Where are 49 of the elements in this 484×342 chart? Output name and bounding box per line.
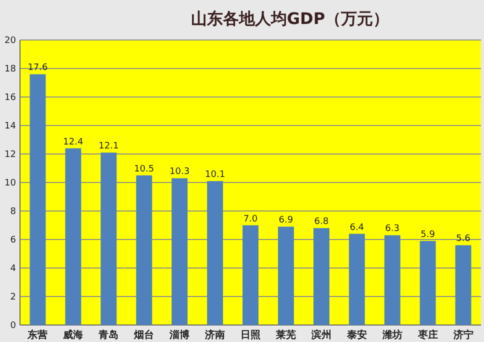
bar <box>100 152 117 325</box>
data-label: 6.8 <box>314 217 329 228</box>
y-tick-label: 12 <box>4 150 16 160</box>
data-label: 12.1 <box>98 142 119 152</box>
bar <box>278 226 294 325</box>
bar <box>455 245 472 325</box>
data-label: 6.4 <box>350 222 364 233</box>
bar <box>313 228 330 325</box>
x-tick-label: 日照 <box>240 329 260 341</box>
bar <box>30 74 46 325</box>
bar <box>136 175 152 325</box>
bar <box>384 235 400 325</box>
y-tick-label: 6 <box>10 236 16 246</box>
x-tick-label: 烟台 <box>133 329 154 341</box>
x-tick-label: 济宁 <box>452 329 474 341</box>
x-tick-label: 莱芜 <box>274 329 296 341</box>
x-tick-label: 泰安 <box>346 329 367 341</box>
data-label: 6.9 <box>278 216 294 226</box>
data-label: 6.3 <box>385 224 400 234</box>
x-tick-label: 滨州 <box>310 329 332 341</box>
bar <box>420 240 436 325</box>
y-tick-label: 16 <box>4 93 16 103</box>
chart-title: 山东各地人均GDP（万元） <box>190 9 390 28</box>
data-label: 7.0 <box>243 214 258 224</box>
x-tick-label: 淄博 <box>168 329 190 341</box>
x-tick-label: 潍坊 <box>381 329 402 341</box>
data-label: 5.9 <box>420 230 436 240</box>
x-tick-label: 枣庄 <box>416 329 438 341</box>
y-tick-label: 0 <box>10 321 16 331</box>
x-tick-label: 东营 <box>26 329 48 341</box>
y-tick-label: 14 <box>4 122 16 132</box>
data-label: 10.3 <box>170 167 190 178</box>
x-tick-label: 威海 <box>62 329 84 341</box>
x-tick-label: 青岛 <box>98 329 119 341</box>
data-label: 12.4 <box>63 137 84 148</box>
data-label: 10.1 <box>205 170 226 180</box>
bar <box>172 178 188 325</box>
y-tick-label: 10 <box>4 178 16 188</box>
y-tick-label: 18 <box>4 64 16 74</box>
y-tick-label: 8 <box>10 207 16 217</box>
bar <box>348 234 365 325</box>
bar <box>65 148 82 325</box>
x-tick-label: 济南 <box>204 329 226 341</box>
bar <box>242 225 258 325</box>
y-tick-label: 4 <box>10 264 16 274</box>
y-tick-label: 2 <box>10 292 16 302</box>
bar <box>207 181 224 325</box>
y-tick-label: 20 <box>4 36 16 46</box>
data-label: 10.5 <box>134 164 154 174</box>
